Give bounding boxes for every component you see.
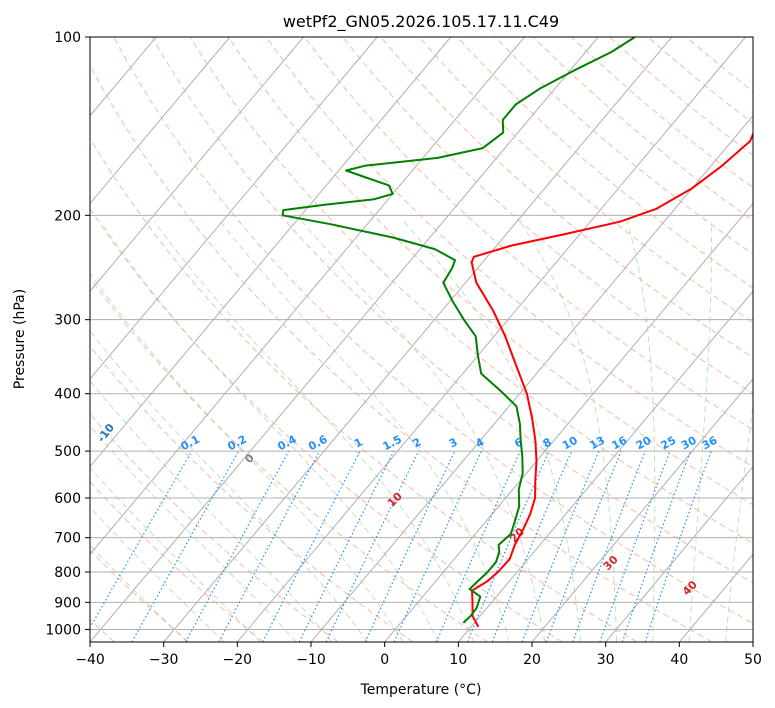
mixing-ratio-line [599,450,671,642]
mixing-ratio-line [185,450,290,642]
y-tick-label: 800 [54,565,81,581]
isotherm-line [90,37,452,468]
dry-adiabat-line [90,345,414,642]
isotherm-line [90,37,599,642]
moist-adiabat-line [90,467,261,642]
mixing-ratio-line [572,450,646,642]
mixing-ratio-label: 36 [700,434,720,453]
mixing-ratio-line [262,450,361,642]
moist-adiabat-line [626,221,656,642]
plot-background [90,37,753,642]
moist-adiabat-line [90,544,188,642]
x-tick-label: 40 [670,652,688,668]
dewpoint-line [281,37,636,624]
isotherm-line [90,37,525,556]
moist-adiabat-line [519,221,618,642]
y-tick-label: 400 [54,387,81,403]
plot-frame [89,36,754,643]
mixing-ratio-line [491,450,573,642]
isotherm-line [90,37,231,205]
mixing-ratio-label: 20 [634,434,654,453]
moist-adiabat-line [100,221,439,642]
dry-adiabat-line [456,37,753,289]
x-tick-label: −30 [149,652,179,668]
chart-title: wetPf2_GN05.2026.105.17.11.C49 [283,12,559,32]
mixing-ratio-label: 16 [610,434,630,453]
isotherm-line [236,37,746,642]
y-tick-label: 700 [54,531,81,547]
moist-adiabat-line [90,272,404,642]
moist-adiabat-line [90,329,369,642]
moist-adiabat-line [90,506,225,642]
moist-adiabat-line [153,221,475,642]
isotherm-line [531,378,753,642]
isotherm-line [605,465,753,642]
moist-adiabat-line [90,380,333,642]
temperature-line [470,131,753,628]
mixing-ratio-label: 30 [679,434,699,453]
mixing-ratio-label: 13 [587,434,607,453]
x-tick-label: −40 [75,652,105,668]
mixing-ratio-line [218,450,321,642]
y-tick-label: 500 [54,444,81,460]
dry-adiabat-line [227,37,753,506]
dry-adiabat-line [265,37,753,468]
moist-adiabat-line [301,221,546,642]
dry-adiabat-line [151,37,753,584]
mixing-ratio-label: 10 [560,434,580,453]
mixing-ratio-line [621,450,692,642]
isotherm-line [163,37,673,642]
y-tick-label: 1000 [45,622,81,638]
isotherm-line [90,37,304,292]
background-lines [90,37,753,642]
moist-adiabat-line [90,425,297,642]
mixing-ratio-line [644,450,712,642]
x-tick-label: 0 [380,652,389,668]
moist-adiabat-line [725,401,753,642]
dry-adiabat-line [90,64,712,642]
x-tick-label: −20 [223,652,253,668]
dry-adiabat-line [90,137,638,642]
dry-adiabat-line [90,549,190,642]
x-tick-label: 30 [597,652,615,668]
dry-adiabat-line [189,37,753,545]
mixing-ratio-line [131,450,240,642]
mixing-ratio-line [466,450,550,642]
y-axis-label: Pressure (hPa) [12,289,28,389]
mixing-ratio-line [521,450,600,642]
y-tick-label: 100 [54,30,81,46]
mixing-ratio-line [298,450,395,642]
moist-adiabat-line [403,221,582,642]
isotherm-line [457,290,753,642]
isotherm-line [90,37,378,380]
axes: −40 −30 −20 −10 0 10 20 30 40 50 100 200 300 400 500 60… [45,30,762,668]
y-tick-label: 200 [54,208,81,224]
sounding-profiles [281,37,753,628]
dry-adiabat-line [418,37,753,324]
x-tick-label: 20 [523,652,541,668]
x-tick-label: 50 [744,652,762,668]
moist-adiabat-line [219,221,510,642]
y-tick-label: 600 [54,491,81,507]
isotherm-line [384,202,753,642]
x-tick-label: −10 [296,652,326,668]
y-tick-label: 900 [54,595,81,611]
y-tick-label: 300 [54,313,81,329]
mixing-ratio-line [545,450,622,642]
mixing-ratio-label: 25 [659,434,679,453]
moist-adiabat-line [688,221,712,642]
x-tick-label: 10 [449,652,467,668]
x-axis-label: Temperature (°C) [360,682,482,698]
dry-adiabat-line [90,276,488,642]
mixing-ratio-line [435,450,521,642]
